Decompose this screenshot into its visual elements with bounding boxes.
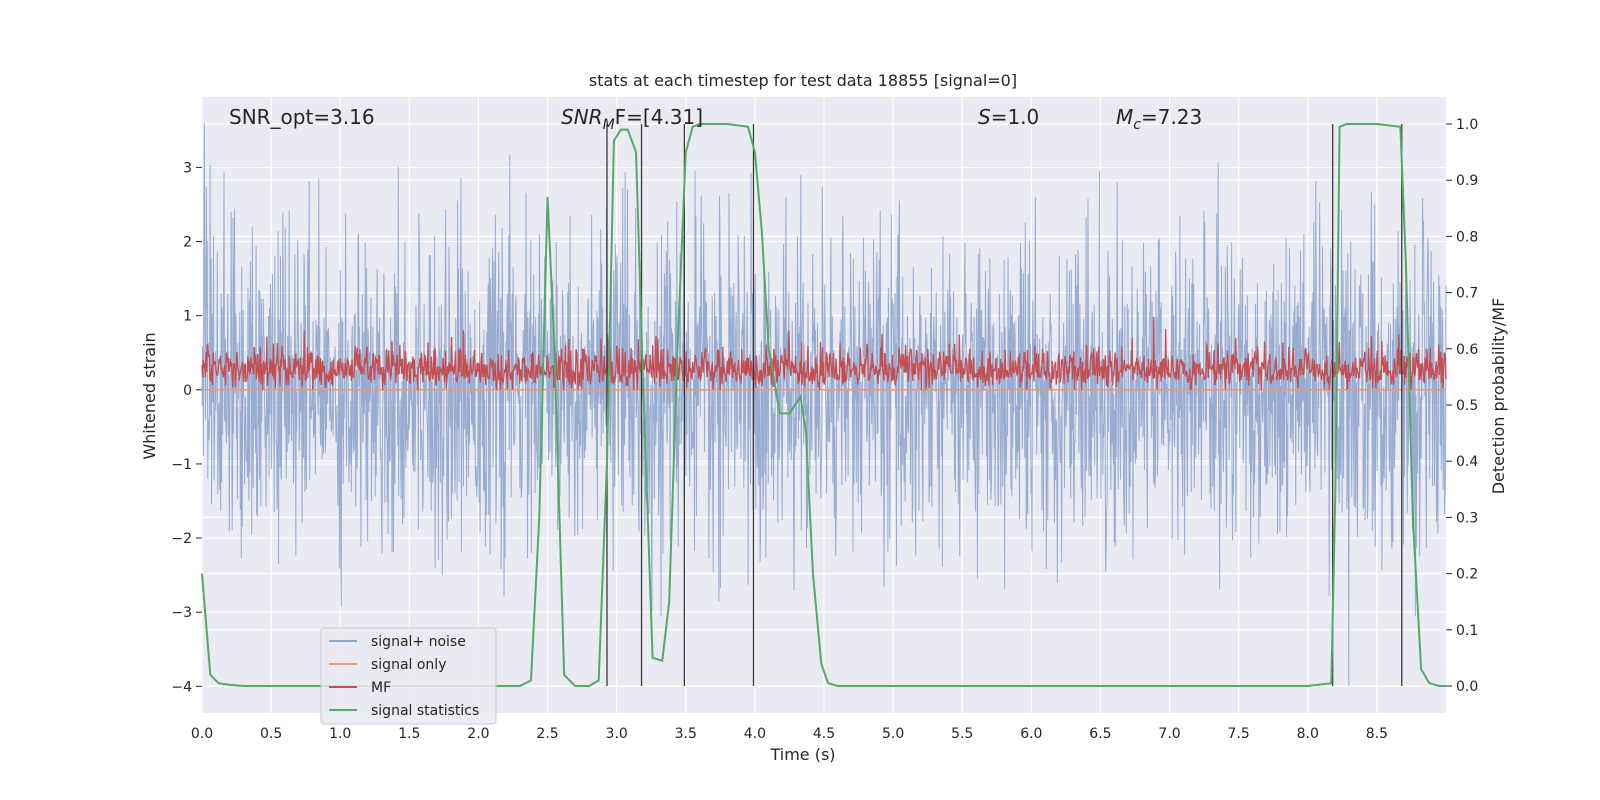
- x-tick-label: 2.0: [467, 726, 489, 742]
- y-tick-label: 3: [183, 160, 192, 176]
- y2-axis-ticks: 1.0 0.9 0.8 0.7 0.6 0.5 0.4 0.3 0.2 0.1 0.0: [1446, 117, 1478, 695]
- y2-tick-label: 0.6: [1456, 342, 1478, 358]
- x-tick-label: 1.0: [329, 726, 351, 742]
- chart-title: stats at each timestep for test data 188…: [589, 71, 1017, 90]
- legend-label-noise: signal+ noise: [371, 634, 466, 650]
- x-tick-label: 8.0: [1297, 726, 1319, 742]
- x-tick-label: 3.5: [675, 726, 697, 742]
- y-tick-label: −2: [171, 531, 192, 547]
- y2-tick-label: 0.0: [1456, 679, 1478, 695]
- y2-tick-label: 1.0: [1456, 117, 1478, 133]
- x-tick-label: 4.5: [813, 726, 835, 742]
- annotation-mc: Mc=7.23: [1116, 105, 1202, 133]
- legend: signal+ noise signal only MF signal stat…: [320, 627, 497, 725]
- series-mf: [201, 317, 1447, 391]
- y2-tick-label: 0.2: [1456, 567, 1478, 583]
- y2-tick-label: 0.5: [1456, 398, 1478, 414]
- x-tick-label: 1.5: [398, 726, 420, 742]
- x-tick-label: 0.0: [191, 726, 213, 742]
- x-tick-label: 5.0: [882, 726, 904, 742]
- y-tick-label: 0: [183, 383, 192, 399]
- x-tick-label: 0.5: [260, 726, 282, 742]
- y-tick-label: 2: [183, 235, 192, 251]
- x-tick-label: 3.0: [606, 726, 628, 742]
- annotation-snr-opt: SNR_opt=3.16: [229, 105, 375, 129]
- y-axis-label: Whitened strain: [140, 332, 159, 459]
- x-tick-label: 2.5: [536, 726, 558, 742]
- y2-tick-label: 0.8: [1456, 229, 1478, 245]
- x-tick-label: 5.5: [951, 726, 973, 742]
- series-signal-statistics: [201, 122, 1446, 688]
- legend-label-stats: signal statistics: [371, 703, 479, 719]
- x-tick-label: 6.0: [1020, 726, 1042, 742]
- legend-label-mf: MF: [371, 680, 391, 696]
- y-tick-label: 1: [183, 309, 192, 325]
- legend-box: [320, 627, 497, 725]
- x-axis-ticks: 0.0 0.5 1.0 1.5 2.0 2.5 3.0 3.5 4.0 4.5 5.0 5.5 6.0 6…: [191, 726, 1388, 742]
- x-tick-label: 7.5: [1228, 726, 1250, 742]
- annotation-snr-mf: SNRMF=[4.31]: [561, 105, 703, 133]
- y-tick-label: −4: [171, 679, 192, 695]
- mf-line: [201, 317, 1447, 391]
- y2-tick-label: 0.3: [1456, 510, 1478, 526]
- y-tick-label: −1: [171, 457, 192, 473]
- x-tick-label: 8.5: [1366, 726, 1388, 742]
- y-tick-label: −3: [171, 605, 192, 621]
- x-tick-label: 7.0: [1158, 726, 1180, 742]
- y2-tick-label: 0.9: [1456, 173, 1478, 189]
- y2-tick-label: 0.4: [1456, 454, 1478, 470]
- annotation-s: S=1.0: [978, 105, 1039, 129]
- x-axis-label: Time (s): [769, 745, 835, 764]
- x-tick-label: 6.5: [1089, 726, 1111, 742]
- y-axis-ticks: 3 2 1 0 −1 −2 −3 −4: [171, 160, 202, 695]
- legend-label-signal: signal only: [371, 657, 446, 673]
- y2-axis-label: Detection probability/MF: [1489, 298, 1508, 495]
- y2-tick-label: 0.1: [1456, 623, 1478, 639]
- stats-line: [201, 122, 1446, 688]
- x-tick-label: 4.0: [744, 726, 766, 742]
- y2-tick-label: 0.7: [1456, 286, 1478, 302]
